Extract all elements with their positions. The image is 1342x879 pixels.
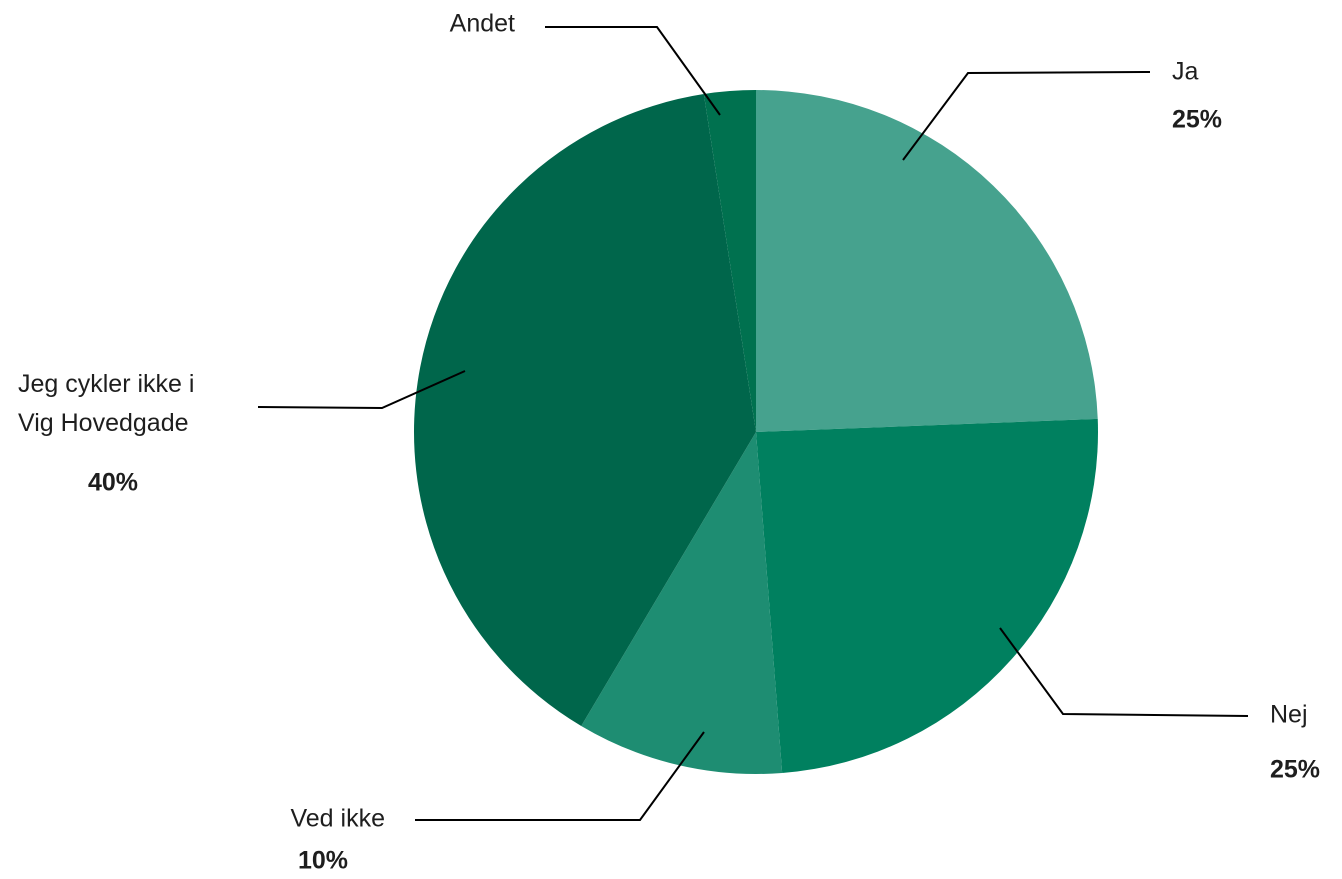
value-label: 25% <box>1270 756 1320 784</box>
value-label: 10% <box>298 847 348 875</box>
leader-line <box>257 370 466 410</box>
pie-slice <box>703 90 756 432</box>
pie-slice <box>756 418 1098 773</box>
pie-slice <box>414 94 756 726</box>
pie-slice <box>581 432 783 775</box>
leader-line <box>999 627 1249 717</box>
slice-label: Ved ikke <box>290 805 385 833</box>
leader-line <box>415 731 705 821</box>
value-label: 25% <box>1172 106 1222 134</box>
value-label: 40% <box>88 469 138 497</box>
leader-line <box>902 71 1151 161</box>
slice-label: Andet <box>450 10 515 38</box>
slice-label: Jeg cykler ikke i Vig Hovedgade <box>18 370 201 437</box>
leader-line <box>545 26 721 116</box>
slice-label: Nej <box>1270 701 1308 729</box>
pie-slice <box>756 90 1098 432</box>
slice-label: Ja <box>1172 58 1199 86</box>
